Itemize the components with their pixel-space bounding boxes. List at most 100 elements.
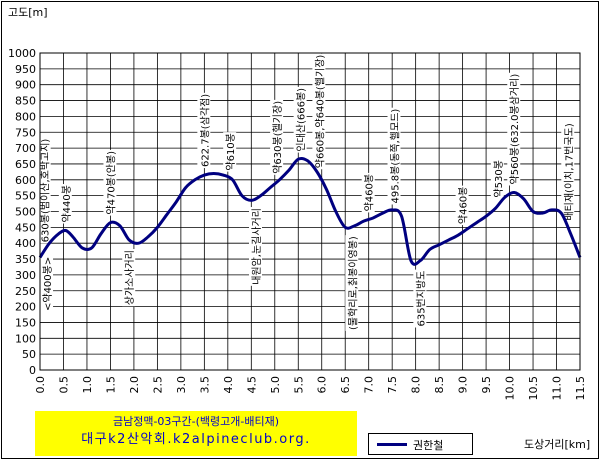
y-tick-label: 700 [15, 142, 36, 155]
annotation: 인대산(666봉) [293, 86, 308, 153]
y-tick-label: 900 [15, 79, 36, 92]
annotation-backing [455, 185, 469, 226]
annotation-backing [40, 255, 54, 313]
annotation: 약560봉(632.0봉삼거리) [507, 72, 521, 186]
y-tick-label: 50 [22, 348, 36, 361]
y-tick-label: 800 [15, 110, 36, 123]
annotation-backing [270, 99, 284, 175]
annotation-text: 약460봉 [458, 187, 470, 225]
annotation: 배티재(이치,17번국도) [561, 122, 575, 222]
annotation-text: 495.8봉(동쪽,헬모드) [390, 109, 402, 204]
annotation: 상가소사거리 [122, 249, 136, 307]
annotation: <약400봉> [40, 255, 54, 313]
annotation-backing [490, 159, 504, 199]
y-tick-label: 400 [15, 237, 36, 250]
plot-area [39, 52, 581, 371]
x-tick-label: 4.0 [222, 376, 235, 394]
annotation: 약610봉 [223, 132, 237, 172]
y-tick-label: 150 [15, 316, 36, 329]
x-tick-label: 10.5 [527, 376, 540, 401]
x-tick-label: 10.0 [504, 376, 517, 401]
y-tick-label: 750 [15, 126, 36, 139]
y-tick-label: 250 [15, 285, 36, 298]
y-tick-label: 850 [15, 95, 36, 108]
annotation: 약460봉 [361, 172, 376, 213]
annotation: 약530봉 [490, 159, 505, 199]
caption-route: 금남정맥-03구간-(백령고개-배티재) [112, 415, 280, 428]
x-tick-label: 7.0 [363, 376, 376, 394]
annotation: 내원암,눈길사거리 [249, 207, 263, 286]
x-tick-label: 8.0 [410, 376, 423, 394]
y-tick-label: 650 [15, 158, 36, 171]
x-tick-label: 9.5 [480, 376, 493, 394]
annotation-text: 내원암,눈길사거리 [250, 208, 263, 285]
y-tick-label: 950 [15, 63, 36, 76]
x-tick-label: 6.0 [316, 376, 329, 394]
x-tick-label: 3.5 [198, 376, 211, 394]
x-tick-label: 8.5 [433, 376, 446, 394]
annotation: 495.8봉(동쪽,헬모드) [387, 107, 402, 205]
annotation-text: 약660봉,약640봉(헬기장) [314, 55, 326, 169]
x-tick-label: 5.0 [269, 376, 282, 394]
annotation-text: 약470봉(안봉) [105, 151, 117, 215]
legend: 권한철 [368, 433, 473, 455]
x-tick-label: 0.0 [34, 376, 47, 394]
legend-swatch [377, 443, 407, 446]
y-tick-label: 600 [15, 174, 36, 187]
annotation-backing [249, 207, 262, 286]
legend-label: 권한철 [413, 439, 444, 452]
caption-club: 대구k2산악회.k2alpineclub.org. [81, 432, 311, 447]
annotation: 약470봉(안봉) [103, 149, 117, 216]
y-tick-label: 100 [15, 332, 36, 345]
annotation-text: 630봉(범이산,호박고지) [40, 139, 52, 243]
y-axis-title: 고도[m] [8, 6, 48, 19]
annotation-backing [293, 86, 307, 153]
annotation: 622.7봉(삼각점) [197, 92, 211, 169]
y-tick-label: 450 [15, 221, 36, 234]
x-tick-label: 11.0 [551, 376, 564, 401]
annotation: 약440봉 [58, 184, 73, 224]
annotation-text: <약400봉> [42, 257, 54, 311]
annotation-text: 약440봉 [61, 185, 73, 223]
annotation-backing [122, 249, 136, 307]
annotation-backing [345, 235, 359, 331]
annotation-text: 인대산(666봉) [296, 88, 308, 152]
x-tick-label: 7.5 [386, 376, 399, 394]
annotation-backing [361, 172, 375, 213]
annotation-text: 약460봉 [364, 174, 376, 212]
y-tick-label: 200 [15, 301, 36, 314]
annotation-backing [223, 132, 237, 172]
series-line [38, 156, 582, 266]
annotation-backing [507, 72, 521, 186]
annotation-backing [103, 149, 117, 216]
x-tick-label: 4.5 [245, 376, 258, 394]
y-tick-label: 550 [15, 190, 36, 203]
annotation-text: 약630봉(헬기장) [272, 101, 284, 174]
x-tick-label: 1.5 [104, 376, 117, 394]
x-tick-label: 11.5 [574, 376, 587, 401]
annotation: 635번지방도 [413, 269, 427, 328]
x-axis-title: 도상거리[km] [524, 438, 590, 451]
y-tick-label: 1000 [8, 47, 36, 60]
annotation: 약660봉,약640봉(헬기장) [312, 53, 326, 170]
annotation-backing [37, 137, 51, 244]
chart-caption: 금남정맥-03구간-(백령고개-배티재) 대구k2산악회.k2alpineclu… [35, 411, 357, 456]
y-tick-label: 350 [15, 253, 36, 266]
y-tick-label: 300 [15, 269, 36, 282]
annotation-text: 상가소사거리 [124, 250, 136, 305]
annotation-backing [387, 107, 401, 205]
annotation-backing [561, 122, 575, 222]
annotation-text: 약560봉(632.0봉삼거리) [509, 74, 521, 185]
annotation-text: 635번지방도 [415, 271, 427, 327]
annotation-text: (물학리로,칡봉이영봉) [347, 236, 359, 330]
x-tick-label: 5.5 [292, 376, 305, 394]
annotation-text: 약610봉 [225, 133, 237, 171]
annotation-backing [58, 184, 72, 224]
x-tick-label: 9.0 [457, 376, 470, 394]
annotation-text: 약530봉 [493, 160, 505, 197]
x-tick-label: 0.5 [57, 376, 70, 394]
x-tick-label: 1.0 [81, 376, 94, 394]
annotation-backing [312, 53, 326, 170]
